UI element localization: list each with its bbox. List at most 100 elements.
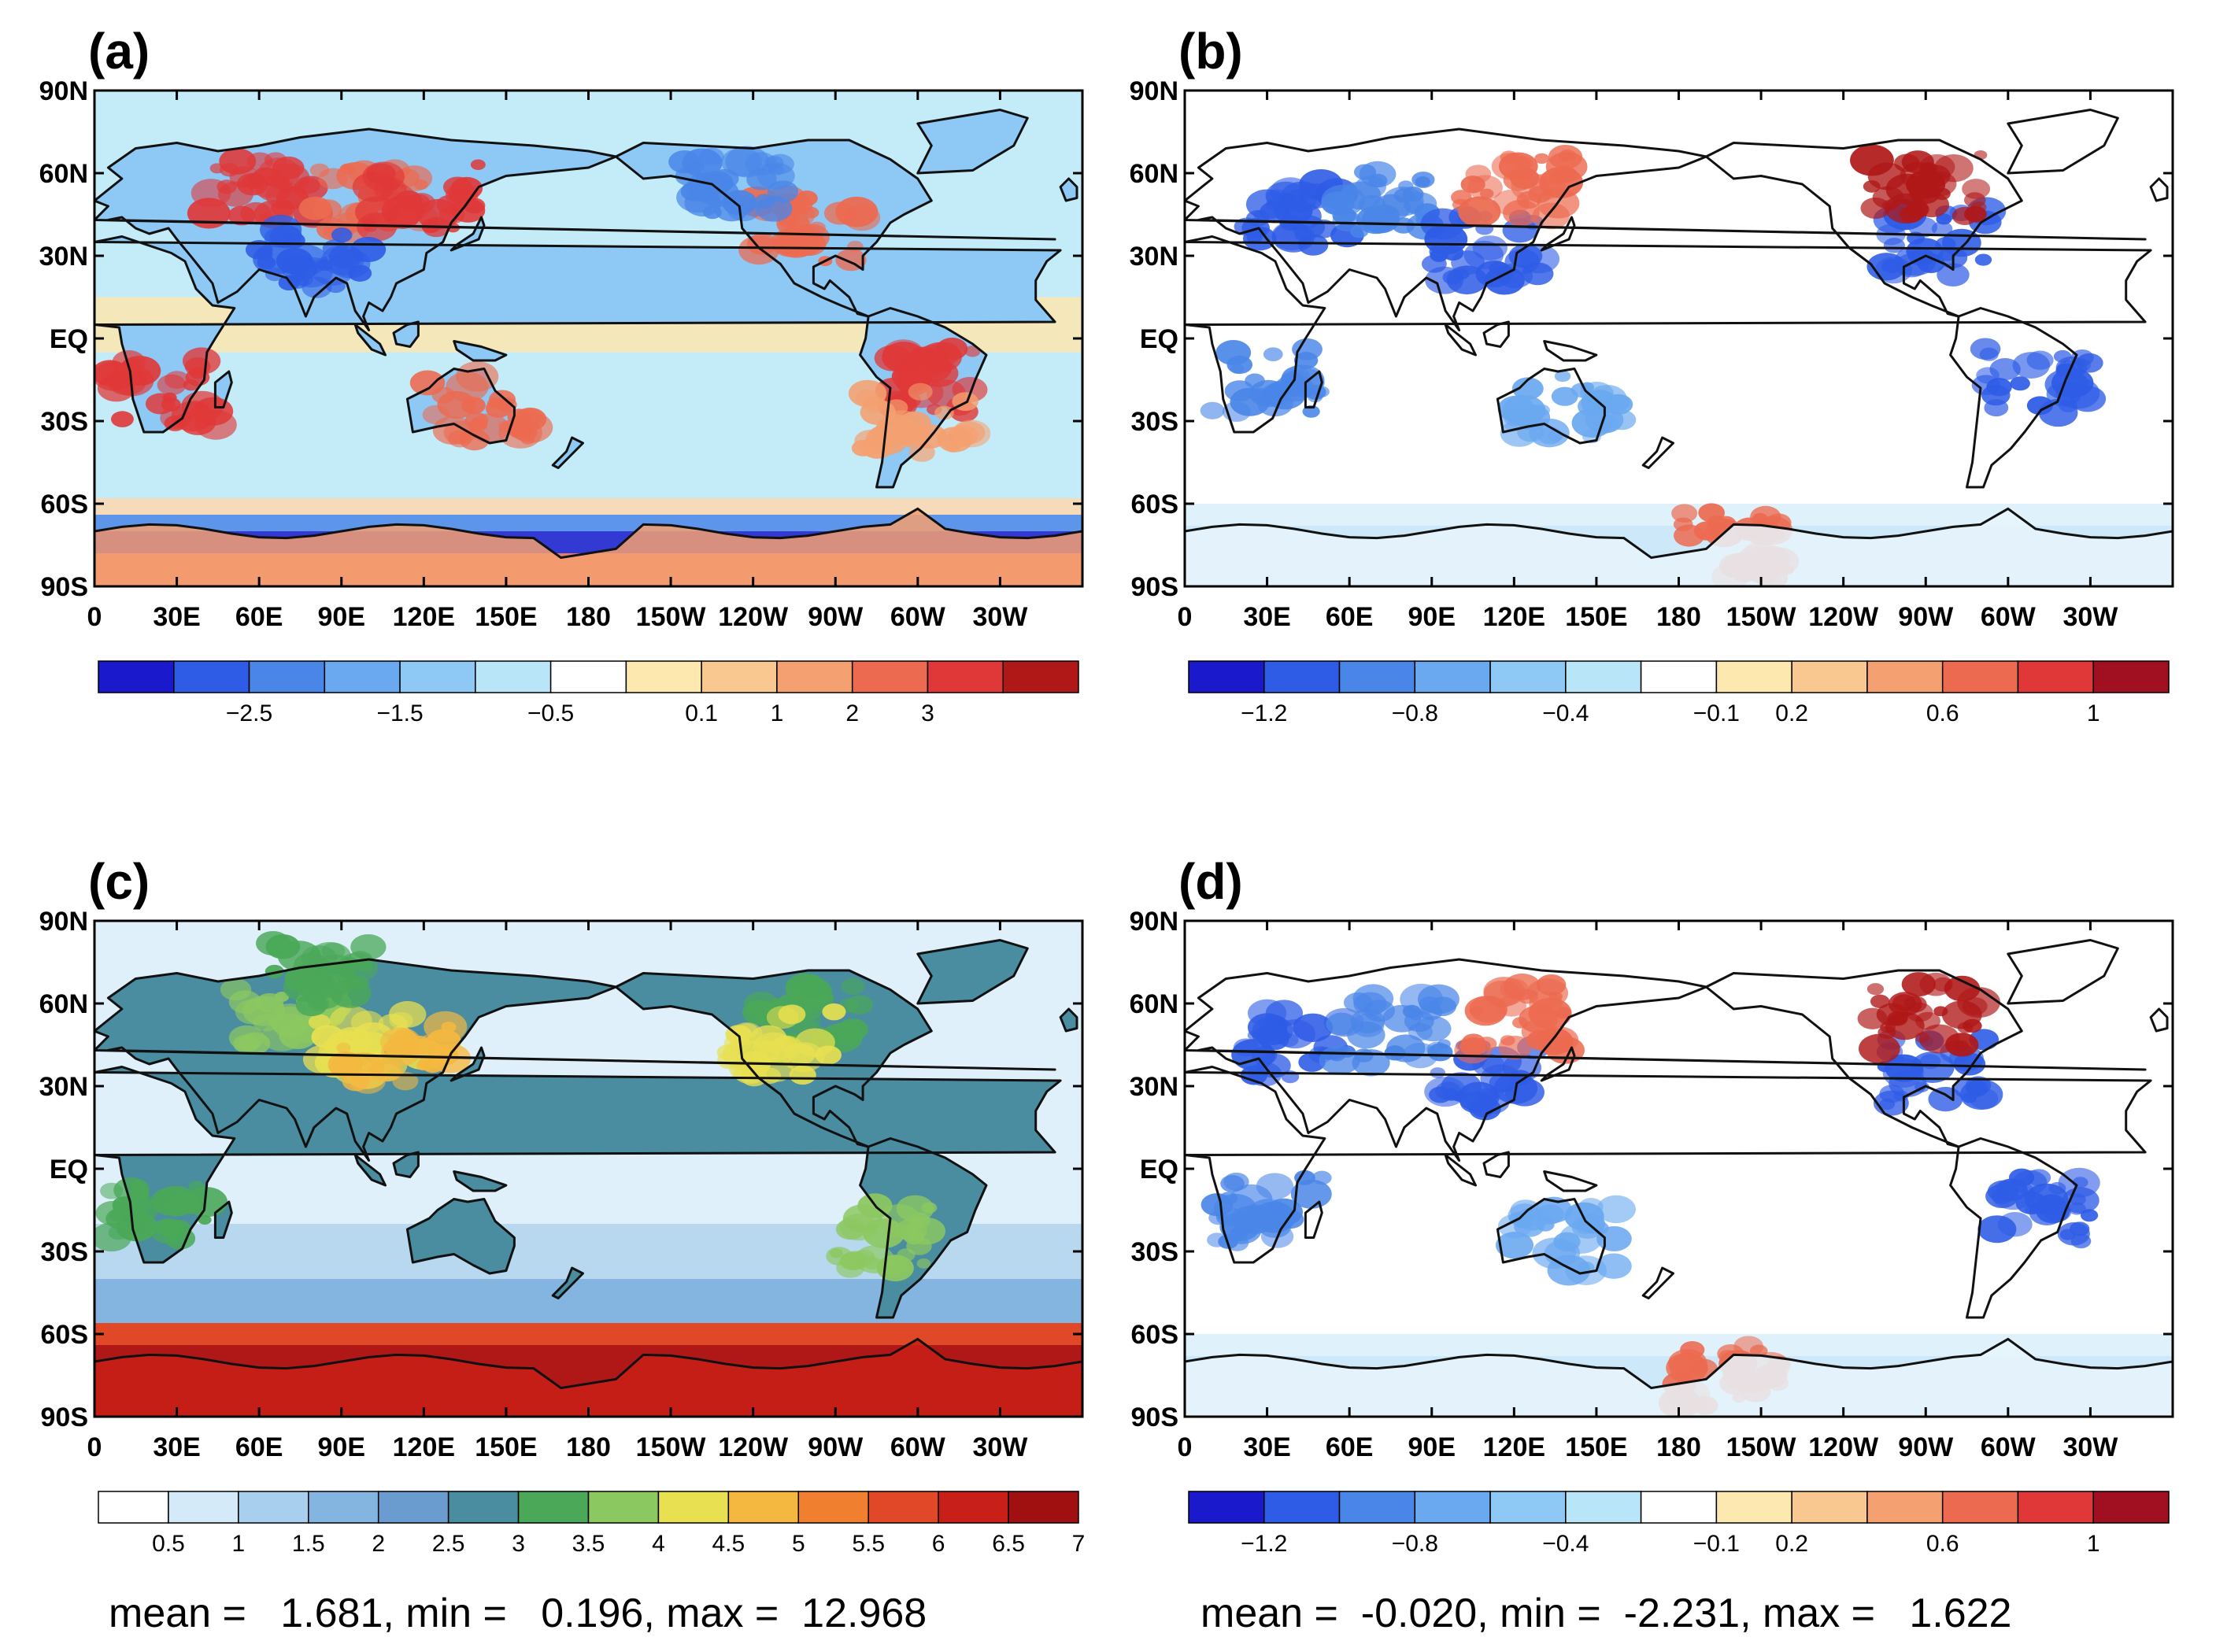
field-blob: [1469, 995, 1508, 1023]
coastline: [1704, 969, 2023, 1148]
colorbar-label: 0.5: [152, 1531, 185, 1557]
coastline: [1641, 1266, 1674, 1299]
field-blob: [156, 1219, 181, 1237]
field-blob: [1931, 221, 1953, 237]
lon-label: 150E: [1565, 1432, 1627, 1462]
colorbar-swatch: [1715, 660, 1792, 693]
field-blob: [1247, 1215, 1264, 1229]
lon-label: 60W: [1981, 1432, 2037, 1462]
field-blob: [240, 1034, 257, 1047]
colorbar-label: 1.5: [292, 1531, 325, 1557]
colorbar-swatch: [98, 660, 175, 693]
field-blob: [1914, 192, 1950, 218]
field-blob: [1513, 1214, 1533, 1229]
colorbar-label: 7: [1072, 1531, 1086, 1557]
field-blob: [897, 424, 931, 449]
field-blob: [1977, 1215, 2017, 1244]
field-blob: [682, 148, 723, 178]
coastline: [1641, 436, 1674, 469]
colorbar-label: 4: [652, 1531, 665, 1557]
coastline-antarctica: [94, 1337, 1082, 1390]
field-blob: [1966, 1080, 1989, 1097]
field-blob: [1596, 1253, 1632, 1279]
field-blob: [882, 342, 926, 373]
field-blob: [261, 1022, 303, 1051]
coastline: [405, 368, 516, 445]
field-blob: [744, 152, 778, 176]
field-blob: [1511, 377, 1544, 400]
land-greenland: [2007, 109, 2118, 173]
field-blob: [1484, 266, 1525, 295]
coastline: [213, 370, 233, 408]
panel-d: (d) 90N 60N 30N EQ 30S 60S 90S 0 30E 60E 90E 120E 15…: [1090, 830, 2177, 1636]
field-blob: [2058, 1167, 2100, 1198]
field-blob: [789, 1065, 816, 1085]
field-blob: [896, 1195, 934, 1222]
land-antarctica: [1185, 508, 2173, 586]
colorbar-label: 1: [2087, 700, 2100, 726]
lon-label: 60E: [1326, 602, 1374, 632]
colorbar-label: 4.5: [712, 1531, 745, 1557]
coastline: [392, 1151, 420, 1178]
colorbar-swatch: [2017, 1491, 2094, 1524]
panel-label: (d): [1178, 853, 1243, 910]
field-blob: [863, 1218, 905, 1248]
coastline: [392, 320, 420, 348]
field-blob: [1698, 503, 1726, 523]
field-blob: [130, 1180, 146, 1192]
field-blob: [1503, 168, 1534, 191]
lon-label: 120E: [1483, 602, 1545, 632]
field-blob: [2069, 1193, 2086, 1206]
lon-label: 30E: [153, 1432, 201, 1462]
field-blob: [1536, 974, 1567, 996]
colorbar-swatch: [1791, 1491, 1868, 1524]
field-blob: [513, 407, 547, 431]
field-blob: [1962, 996, 1988, 1015]
land-borneo: [1484, 322, 1509, 347]
coastline: [1304, 1200, 1323, 1239]
colorbar-swatch: [2092, 1491, 2170, 1524]
colorbar-swatch: [308, 1491, 379, 1524]
coastline: [405, 1198, 516, 1275]
field-blob: [1226, 355, 1253, 375]
field-blob: [131, 1187, 150, 1201]
colorbar-label: −1.2: [1241, 1531, 1287, 1557]
colorbar-swatch: [399, 660, 476, 693]
field-blob: [1382, 1004, 1422, 1033]
coastline: [1482, 320, 1510, 348]
coastline: [353, 323, 387, 357]
colorbar-swatch: [1008, 1491, 1079, 1524]
field-blob: [1870, 994, 1890, 1009]
field-blob: [1459, 1037, 1486, 1056]
colorbar-label: 6.5: [992, 1531, 1025, 1557]
colorbar-swatch: [2092, 660, 2170, 693]
panel-label: (a): [88, 23, 150, 79]
field-blob: [187, 198, 231, 229]
land-sumatra: [1445, 324, 1476, 355]
field-blob: [1293, 1013, 1334, 1042]
field-blob: [1321, 184, 1366, 216]
summary-stats: mean = -0.020, min = -2.231, max = 1.622: [1200, 1591, 2012, 1636]
colorbar-swatch: [1565, 1491, 1642, 1524]
field-blob: [313, 199, 342, 220]
colorbar-swatch: [324, 660, 401, 693]
colorbar-label: 6: [932, 1531, 945, 1557]
lat-label: 90S: [1131, 1403, 1179, 1432]
field-blob: [1580, 382, 1614, 406]
panel-label: (b): [1178, 23, 1243, 79]
land-greenland: [917, 109, 1028, 173]
field-blob: [1866, 983, 1885, 996]
lat-label: 60S: [41, 490, 89, 519]
colorbar-label: −0.4: [1542, 700, 1589, 726]
coastline: [353, 1154, 387, 1187]
field-blob: [1578, 1198, 1604, 1216]
colorbar-label: −0.5: [527, 700, 574, 726]
field-blob: [1226, 1234, 1249, 1251]
field-blob: [1944, 975, 1981, 1002]
land-borneo: [1484, 1152, 1509, 1177]
lon-label: 90W: [808, 1432, 864, 1462]
colorbar-label: 1: [2087, 1531, 2100, 1557]
lon-label: 30W: [972, 1432, 1028, 1462]
lat-label: 30N: [1130, 242, 1178, 272]
field-blob: [1498, 1036, 1532, 1060]
